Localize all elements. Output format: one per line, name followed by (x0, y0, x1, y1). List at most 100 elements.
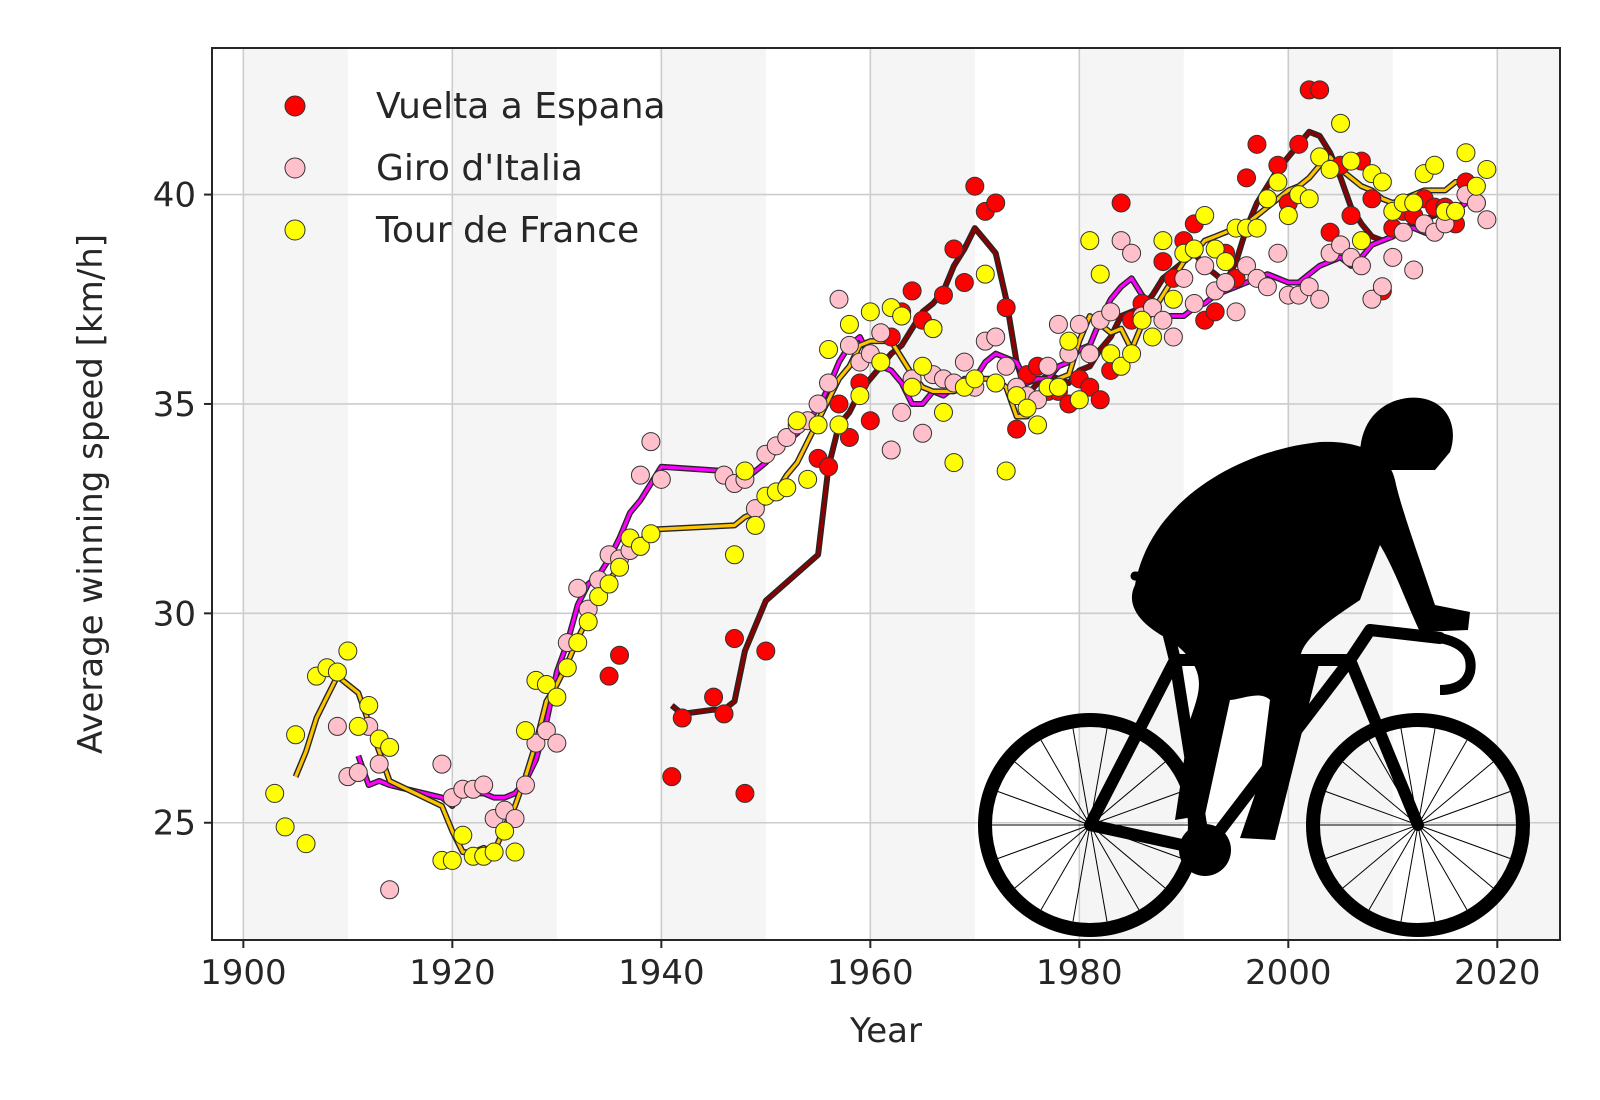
data-point (1038, 356, 1058, 376)
data-point (296, 834, 316, 854)
legend-marker (284, 157, 306, 179)
data-point (1320, 222, 1340, 242)
data-point (495, 821, 515, 841)
data-point (1184, 239, 1204, 259)
data-point (1205, 239, 1225, 259)
data-point (735, 461, 755, 481)
data-point (1310, 80, 1330, 100)
data-point (819, 373, 839, 393)
data-point (1247, 218, 1267, 238)
data-point (965, 369, 985, 389)
rider-helmet-icon (1360, 397, 1453, 470)
data-point (704, 687, 724, 707)
x-tick-label: 1960 (827, 953, 914, 993)
data-point (1268, 155, 1288, 175)
data-point (1257, 189, 1277, 209)
data-point (913, 356, 933, 376)
data-point (662, 767, 682, 787)
bike-front-wheel-icon (1306, 713, 1530, 937)
data-point (1080, 377, 1100, 397)
data-point (547, 733, 567, 753)
data-point (1268, 172, 1288, 192)
data-point (672, 708, 692, 728)
data-point (1069, 390, 1089, 410)
data-point (892, 402, 912, 422)
data-point (1393, 222, 1413, 242)
data-point (359, 695, 379, 715)
data-point (630, 536, 650, 556)
x-tick-label: 1900 (200, 953, 287, 993)
data-point (526, 733, 546, 753)
data-point (1404, 193, 1424, 213)
data-point (1216, 273, 1236, 293)
data-point (515, 775, 535, 795)
data-point (996, 356, 1016, 376)
data-point (536, 721, 556, 741)
data-point (819, 457, 839, 477)
data-point (1174, 268, 1194, 288)
data-point (1080, 344, 1100, 364)
legend: Vuelta a Espana Giro d'Italia Tour de Fran… (284, 86, 666, 251)
data-point (536, 675, 556, 695)
data-point (986, 373, 1006, 393)
cyclist-silhouette-icon (978, 397, 1530, 937)
data-point (756, 641, 776, 661)
data-point (777, 427, 797, 447)
data-point (1184, 293, 1204, 313)
data-point (986, 193, 1006, 213)
data-point (1101, 302, 1121, 322)
data-point (933, 285, 953, 305)
data-point (1237, 256, 1257, 276)
data-point (881, 440, 901, 460)
data-point (1111, 356, 1131, 376)
data-point (1142, 298, 1162, 318)
data-point (599, 666, 619, 686)
data-point (1132, 310, 1152, 330)
x-axis-ticks: 1900 1920 1940 1960 1980 2000 2020 (200, 940, 1541, 993)
data-point (1048, 377, 1068, 397)
data-point (610, 645, 630, 665)
data-point (1153, 231, 1173, 251)
decade-band (661, 48, 766, 940)
data-point (1351, 231, 1371, 251)
data-point (745, 515, 765, 535)
data-point (819, 340, 839, 360)
legend-label: Vuelta a Espana (376, 86, 666, 127)
data-point (1257, 277, 1277, 297)
bike-spokes-icon (992, 728, 1516, 922)
data-point (923, 319, 943, 339)
data-point (568, 633, 588, 653)
decade-band (243, 48, 348, 940)
data-point (1310, 147, 1330, 167)
plot-frame (211, 47, 1561, 941)
y-tick-label: 30 (153, 594, 196, 634)
data-point (338, 641, 358, 661)
data-point (829, 394, 849, 414)
data-point (589, 587, 609, 607)
data-point (1362, 289, 1382, 309)
data-point (1299, 189, 1319, 209)
data-point (1142, 327, 1162, 347)
data-point (432, 754, 452, 774)
data-point (505, 842, 525, 862)
data-point (787, 411, 807, 431)
data-point (1122, 344, 1142, 364)
data-point (1404, 260, 1424, 280)
data-point (474, 775, 494, 795)
data-point (808, 394, 828, 414)
data-point (965, 176, 985, 196)
data-point (839, 427, 859, 447)
data-point (1195, 206, 1215, 226)
data-point (1111, 193, 1131, 213)
bike-saddle-icon (1130, 571, 1200, 585)
data-point (1048, 314, 1068, 334)
data-point (327, 662, 347, 682)
data-point (1466, 193, 1486, 213)
data-point (286, 725, 306, 745)
x-tick-label: 1980 (1036, 953, 1123, 993)
data-point (610, 557, 630, 577)
data-point (1153, 310, 1173, 330)
data-point (1247, 134, 1267, 154)
y-axis-label: Average winning speed [km/h] (71, 234, 111, 754)
data-point (1101, 344, 1121, 364)
